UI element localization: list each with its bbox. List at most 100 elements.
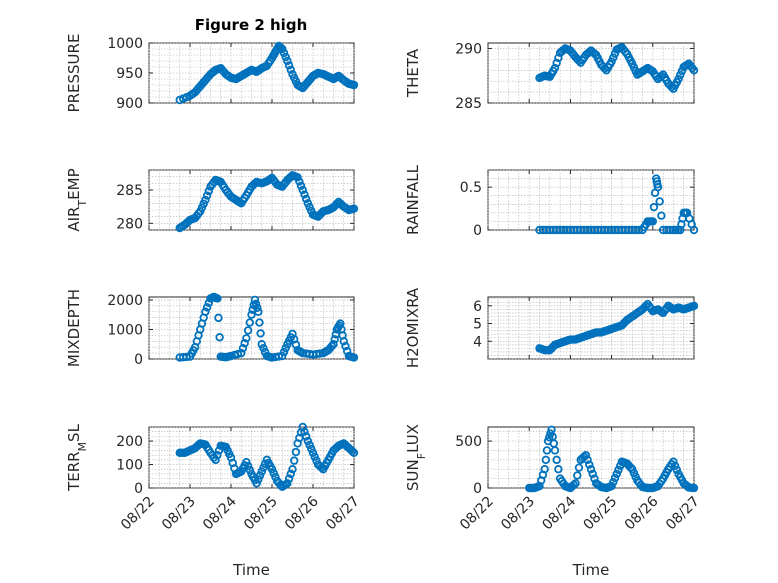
data-point xyxy=(649,202,659,212)
y-tick-label: 4 xyxy=(473,334,482,350)
data-point xyxy=(583,455,592,465)
y-axis-label: TERRMSL xyxy=(65,423,89,492)
data-series xyxy=(535,43,699,94)
y-tick-label: 500 xyxy=(455,434,482,450)
data-point xyxy=(245,465,254,475)
data-point xyxy=(278,351,287,361)
data-point xyxy=(300,427,309,436)
data-point xyxy=(689,301,699,311)
figure-title: Figure 2 high xyxy=(195,16,308,34)
data-point xyxy=(554,53,563,63)
data-point xyxy=(284,61,294,70)
data-point xyxy=(274,352,284,361)
data-point xyxy=(238,343,248,353)
data-point xyxy=(315,349,325,358)
data-point xyxy=(348,447,357,456)
y-tick-label: 0.5 xyxy=(460,180,482,196)
data-point xyxy=(278,44,287,54)
data-point xyxy=(585,460,594,469)
data-point xyxy=(251,299,261,309)
y-axis-label: PRESSURE xyxy=(65,34,83,113)
y-tick-label: 0 xyxy=(134,352,143,368)
data-point xyxy=(552,58,561,68)
data-point xyxy=(305,440,314,450)
data-point xyxy=(243,326,253,335)
data-point xyxy=(252,303,262,313)
data-point xyxy=(689,225,699,235)
data-point xyxy=(213,450,222,460)
data-point xyxy=(327,342,336,351)
data-point xyxy=(252,479,261,488)
data-point xyxy=(284,474,294,483)
data-point xyxy=(349,353,359,362)
data-point xyxy=(585,47,594,57)
y-tick-label: 1000 xyxy=(107,322,143,338)
y-tick-label: 2000 xyxy=(107,293,143,309)
y-tick-label: 100 xyxy=(116,458,143,474)
data-point xyxy=(672,465,682,475)
data-point xyxy=(257,467,266,476)
data-series xyxy=(525,425,699,493)
data-point xyxy=(283,479,292,488)
data-point xyxy=(581,450,591,460)
y-tick-label: 0 xyxy=(473,481,482,497)
data-point xyxy=(215,333,224,342)
data-point xyxy=(201,307,210,316)
y-axis-label: MIXDEPTH xyxy=(65,289,83,367)
data-point xyxy=(588,469,597,479)
subplot-h2omixra: 45 6 H2OMIXRA xyxy=(404,287,699,368)
data-point xyxy=(609,53,618,62)
x-axis-label: Time xyxy=(232,561,270,579)
data-point xyxy=(574,463,584,472)
data-point xyxy=(240,339,249,348)
data-point xyxy=(307,444,316,454)
data-point xyxy=(308,448,318,458)
data-series xyxy=(175,171,359,233)
data-point xyxy=(281,52,290,62)
data-point xyxy=(247,310,256,319)
data-series xyxy=(175,422,359,492)
data-point xyxy=(586,465,596,474)
y-tick-label: 950 xyxy=(116,66,143,82)
data-point xyxy=(614,465,623,475)
data-point xyxy=(607,481,616,491)
data-point xyxy=(550,446,560,455)
data-point xyxy=(202,303,212,312)
data-point xyxy=(242,334,251,343)
data-point xyxy=(550,63,560,73)
data-point xyxy=(300,190,309,199)
data-point xyxy=(545,433,554,442)
data-point xyxy=(339,337,348,346)
data-point xyxy=(293,173,302,182)
y-axis-label: H2OMIXRA xyxy=(404,287,422,368)
data-point xyxy=(540,465,549,474)
data-point xyxy=(214,313,223,323)
data-point xyxy=(279,347,289,357)
data-point xyxy=(204,186,213,196)
data-point xyxy=(286,469,295,479)
y-tick-label: 290 xyxy=(455,41,482,57)
data-point xyxy=(569,480,579,490)
data-point xyxy=(552,455,561,465)
data-point xyxy=(329,340,338,349)
data-point xyxy=(271,472,280,482)
subplot-rainfall: 0 0.5 RAINFALL xyxy=(404,164,699,239)
data-point xyxy=(648,217,657,226)
data-point xyxy=(607,57,616,66)
data-point xyxy=(245,318,254,327)
data-point xyxy=(330,335,339,344)
data-point xyxy=(279,48,289,58)
data-point xyxy=(254,307,263,316)
x-axis-label: Time xyxy=(572,561,610,579)
y-tick-label: 900 xyxy=(116,96,143,112)
data-point xyxy=(689,483,699,493)
subplot-pressure: 900 950 1000 PRESSURE xyxy=(65,34,359,113)
data-point xyxy=(259,343,268,353)
data-point xyxy=(303,436,313,446)
data-series xyxy=(535,299,699,355)
data-series xyxy=(175,292,359,362)
data-point xyxy=(301,194,311,204)
y-axis-label: AIRTEMP xyxy=(65,168,89,231)
y-tick-label: 1000 xyxy=(107,36,143,52)
data-point xyxy=(301,432,311,441)
